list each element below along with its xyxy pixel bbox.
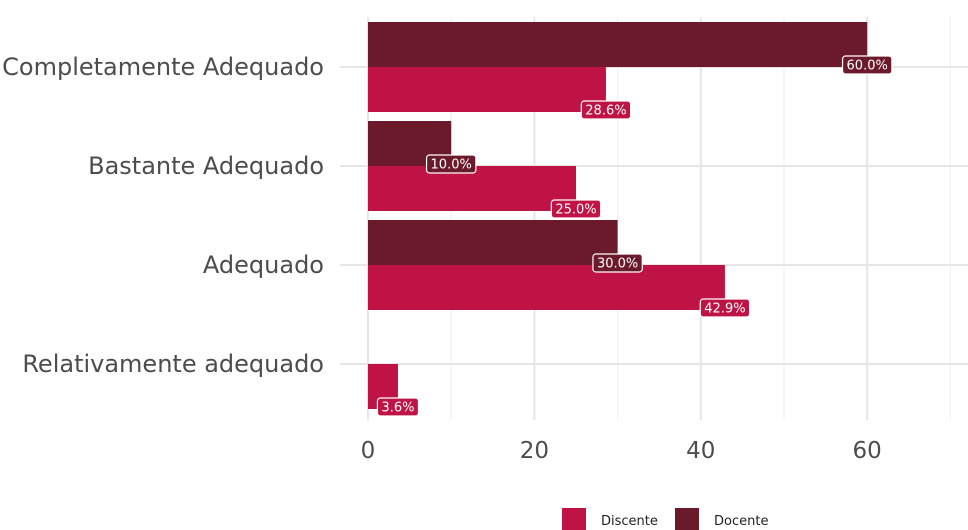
category-label-bastante-adequado: Bastante Adequado (88, 152, 324, 180)
legend-label-discente: Discente (601, 514, 658, 529)
data-label-docente-bastante-adequado: 10.0% (431, 158, 472, 173)
legend: Discente Docente (562, 508, 768, 530)
bar-docente-adequado (368, 220, 618, 265)
axis-labels: Completamente Adequado Bastante Adequado A… (2, 53, 882, 464)
category-label-adequado: Adequado (203, 251, 324, 279)
legend-swatch-discente (562, 508, 586, 530)
data-label-discente-bastante-adequado: 25.0% (555, 203, 596, 218)
data-labels: 60.0% 10.0% 30.0% 28.6% 25.0% 42.9% 3.6% (376, 55, 893, 417)
data-label-discente-relativamente-adequado: 3.6% (381, 401, 414, 416)
category-label-relativamente-adequado: Relativamente adequado (22, 350, 324, 378)
x-tick-label-20: 20 (520, 438, 549, 464)
data-label-box (376, 397, 420, 417)
category-label-completamente-adequado: Completamente Adequado (2, 53, 324, 81)
x-tick-label-0: 0 (361, 438, 376, 464)
data-label-box (580, 100, 632, 120)
legend-label-docente: Docente (714, 514, 768, 529)
data-label-box (550, 199, 602, 219)
data-label-discente-completamente-adequado: 28.6% (585, 104, 626, 119)
data-label-docente-adequado: 30.0% (597, 257, 638, 272)
bar-docente-completamente-adequado (368, 22, 868, 67)
data-label-box (592, 253, 643, 273)
x-tick-label-60: 60 (853, 438, 882, 464)
legend-swatch-docente (675, 508, 699, 530)
bar-discente-completamente-adequado (368, 67, 606, 112)
bars (368, 22, 868, 409)
data-label-box (841, 55, 893, 75)
data-label-box (425, 154, 477, 174)
bar-discente-adequado (368, 265, 725, 310)
x-tick-label-40: 40 (686, 438, 715, 464)
data-label-docente-completamente-adequado: 60.0% (847, 59, 888, 74)
data-label-box (699, 298, 751, 318)
data-label-discente-adequado: 42.9% (704, 302, 745, 317)
